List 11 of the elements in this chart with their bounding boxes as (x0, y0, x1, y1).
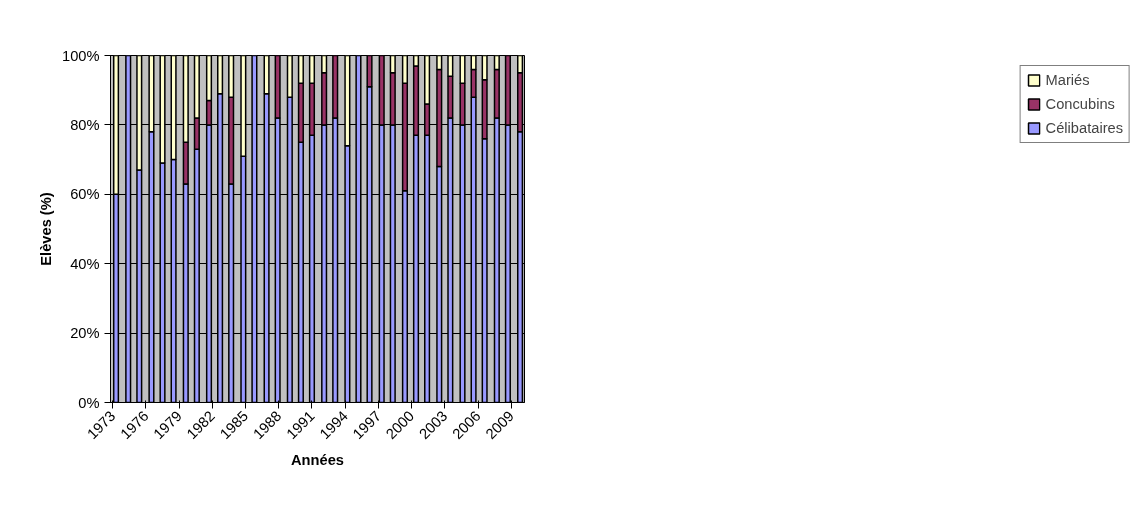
x-axis-title: Années (291, 451, 344, 468)
y-tick-label: 100% (62, 47, 100, 64)
y-tick-label: 0% (78, 394, 100, 411)
legend-label: Concubins (1045, 96, 1115, 112)
y-axis-title: Elèves (%) (38, 192, 55, 266)
y-tick-label: 60% (70, 186, 100, 203)
y-tick-label: 80% (70, 116, 100, 133)
y-tick-label: 20% (70, 325, 100, 342)
y-tick-label: 40% (70, 255, 100, 272)
legend-label: Célibataires (1045, 120, 1123, 136)
legend-label: Mariés (1045, 72, 1090, 88)
